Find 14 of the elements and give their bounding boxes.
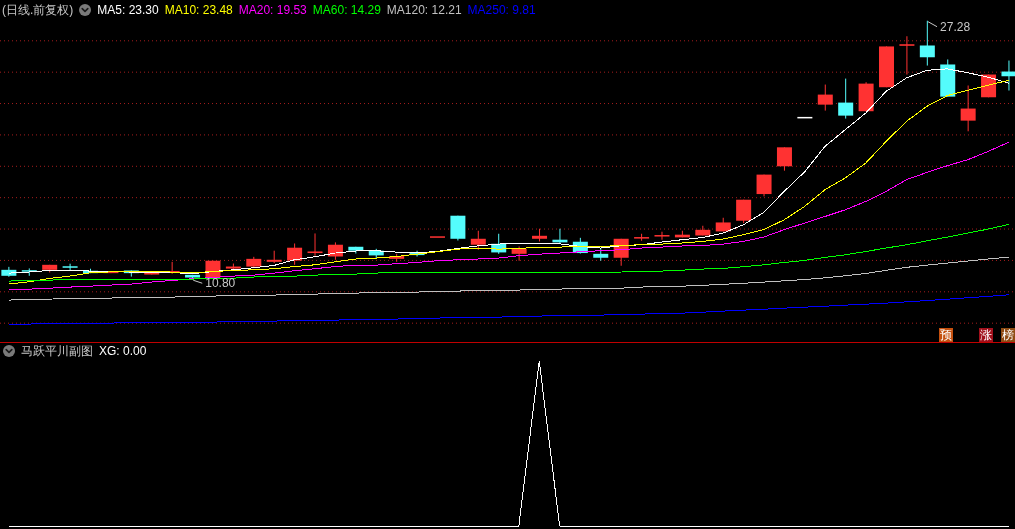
- text: MA60: 14.29: [312, 3, 381, 17]
- chart-title: (日线.前复权): [2, 3, 74, 17]
- annotation: 涨: [979, 328, 993, 342]
- chart-title: 马跃平川副图: [21, 344, 93, 358]
- annotation: 榜: [1001, 328, 1015, 342]
- text: MA10: 23.48: [164, 3, 233, 17]
- text: MA250: 9.81: [467, 3, 536, 17]
- text: MA5: 23.30: [97, 3, 159, 17]
- annotation: 预: [939, 328, 953, 342]
- text: MA20: 19.53: [238, 3, 307, 17]
- annotation: 10.80: [205, 276, 236, 291]
- text: XG: 0.00: [99, 344, 147, 358]
- annotation: 27.28: [940, 19, 971, 34]
- text: MA120: 12.21: [386, 3, 462, 17]
